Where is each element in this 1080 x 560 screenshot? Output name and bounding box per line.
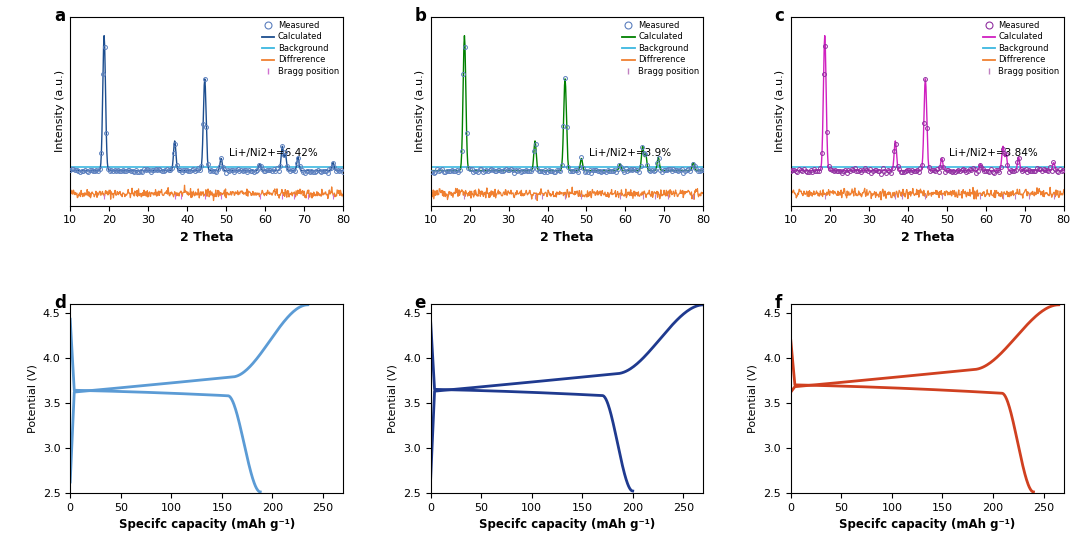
X-axis label: Specifc capacity (mAh g⁻¹): Specifc capacity (mAh g⁻¹) — [478, 518, 656, 531]
Text: b: b — [414, 7, 426, 25]
Y-axis label: Intensity (a.u.): Intensity (a.u.) — [55, 70, 65, 152]
X-axis label: Specifc capacity (mAh g⁻¹): Specifc capacity (mAh g⁻¹) — [839, 518, 1015, 531]
X-axis label: 2 Theta: 2 Theta — [901, 231, 954, 244]
Y-axis label: Intensity (a.u.): Intensity (a.u.) — [415, 70, 424, 152]
X-axis label: 2 Theta: 2 Theta — [180, 231, 233, 244]
Y-axis label: Potential (V): Potential (V) — [27, 364, 37, 433]
X-axis label: 2 Theta: 2 Theta — [540, 231, 594, 244]
Y-axis label: Intensity (a.u.): Intensity (a.u.) — [775, 70, 785, 152]
Legend: Measured, Calculated, Background, Diffrerence, Bragg position: Measured, Calculated, Background, Diffre… — [622, 21, 700, 76]
Text: Li+/Ni2+=3.84%: Li+/Ni2+=3.84% — [949, 148, 1038, 158]
Text: a: a — [54, 7, 65, 25]
Y-axis label: Potential (V): Potential (V) — [747, 364, 758, 433]
X-axis label: Specifc capacity (mAh g⁻¹): Specifc capacity (mAh g⁻¹) — [119, 518, 295, 531]
Legend: Measured, Calculated, Background, Diffrerence, Bragg position: Measured, Calculated, Background, Diffre… — [262, 21, 339, 76]
Text: c: c — [774, 7, 784, 25]
Text: Li+/Ni2+=6.42%: Li+/Ni2+=6.42% — [229, 148, 318, 158]
Text: e: e — [414, 295, 426, 312]
Legend: Measured, Calculated, Background, Diffrerence, Bragg position: Measured, Calculated, Background, Diffre… — [983, 21, 1059, 76]
Text: f: f — [774, 295, 782, 312]
Y-axis label: Potential (V): Potential (V) — [388, 364, 397, 433]
Text: Li+/Ni2+=3.9%: Li+/Ni2+=3.9% — [589, 148, 671, 158]
Text: d: d — [54, 295, 66, 312]
